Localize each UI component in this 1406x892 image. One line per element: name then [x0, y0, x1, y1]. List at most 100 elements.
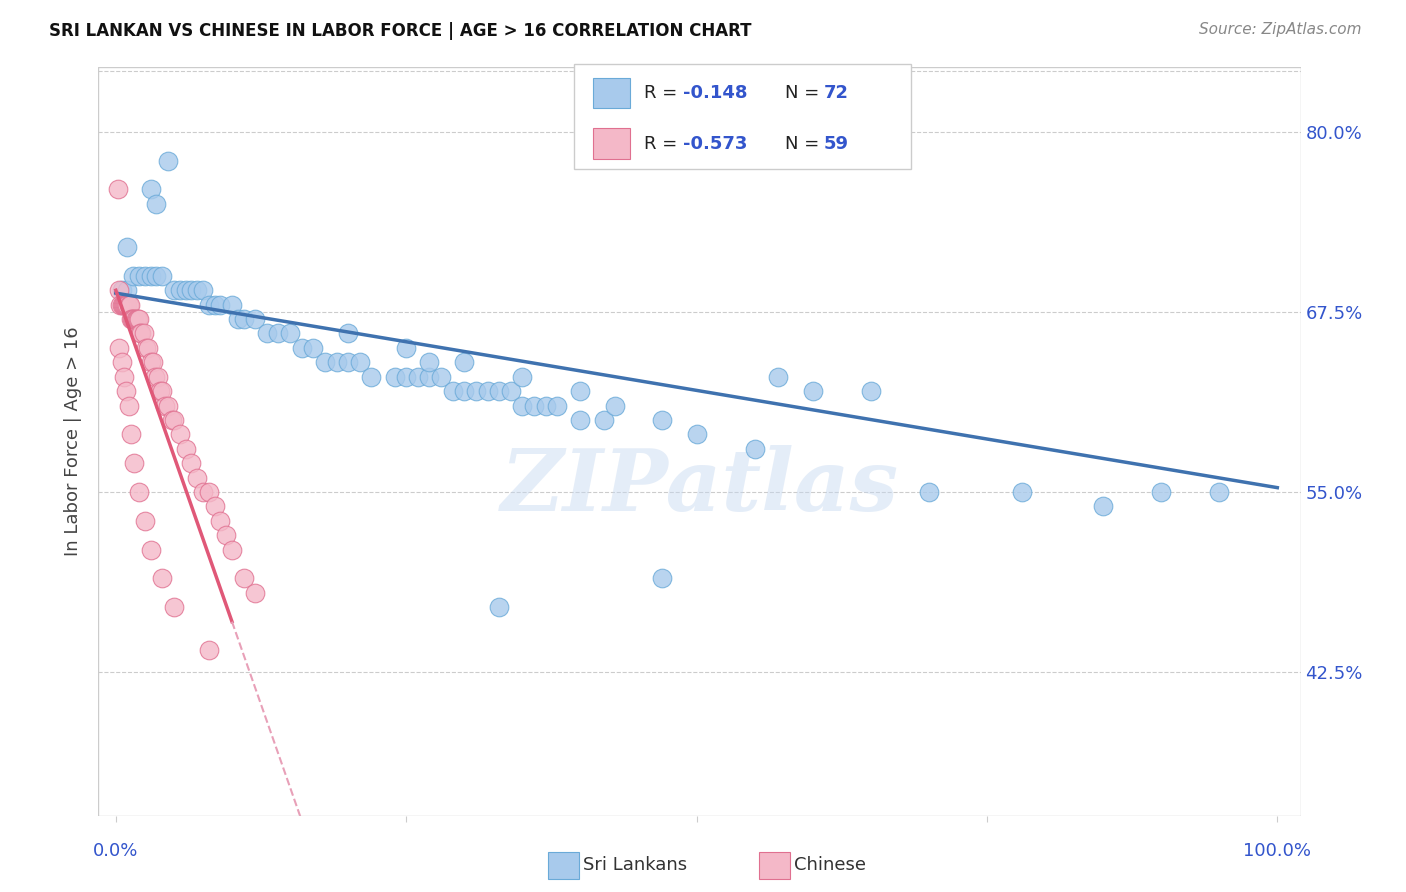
Point	[406, 369, 429, 384]
Point	[115, 384, 138, 398]
Point	[499, 384, 522, 398]
Point	[108, 341, 131, 355]
Point	[180, 456, 202, 470]
Point	[226, 312, 249, 326]
Point	[139, 355, 162, 369]
Point	[314, 355, 336, 369]
Text: N =: N =	[785, 84, 824, 102]
Point	[1092, 500, 1115, 514]
Point	[302, 341, 325, 355]
Text: ZIPatlas: ZIPatlas	[501, 445, 898, 528]
Point	[766, 369, 789, 384]
Point	[107, 182, 129, 196]
Point	[117, 240, 139, 254]
Point	[197, 485, 219, 500]
Point	[160, 413, 183, 427]
Point	[464, 384, 486, 398]
Text: Chinese: Chinese	[794, 856, 866, 874]
Point	[453, 355, 475, 369]
Point	[546, 399, 568, 413]
Point	[221, 542, 243, 557]
Text: 100.0%: 100.0%	[1243, 842, 1312, 860]
Point	[134, 268, 156, 283]
Point	[197, 643, 219, 657]
Point	[117, 298, 139, 312]
Bar	[98, 67, 1301, 816]
Point	[1150, 485, 1173, 500]
Point	[1011, 485, 1033, 500]
Point	[150, 571, 173, 585]
Point	[163, 283, 186, 297]
Text: -0.148: -0.148	[683, 84, 748, 102]
Point	[197, 298, 219, 312]
Point	[149, 384, 172, 398]
Point	[1208, 485, 1230, 500]
Point	[186, 283, 208, 297]
Point	[163, 413, 186, 427]
Point	[395, 369, 418, 384]
Point	[418, 355, 440, 369]
Point	[108, 283, 131, 297]
Point	[232, 571, 254, 585]
Text: R =: R =	[644, 135, 683, 153]
Text: Source: ZipAtlas.com: Source: ZipAtlas.com	[1198, 22, 1361, 37]
Point	[592, 413, 614, 427]
Point	[245, 586, 267, 600]
Point	[150, 268, 173, 283]
Point	[112, 369, 135, 384]
Point	[291, 341, 314, 355]
Point	[174, 442, 197, 456]
Point	[395, 341, 418, 355]
Point	[122, 312, 145, 326]
Point	[127, 312, 149, 326]
Point	[337, 326, 360, 341]
Point	[145, 268, 167, 283]
Point	[128, 485, 150, 500]
Y-axis label: In Labor Force | Age > 16: In Labor Force | Age > 16	[65, 326, 83, 557]
Point	[523, 399, 546, 413]
Point	[685, 427, 707, 442]
Point	[384, 369, 406, 384]
Point	[605, 399, 627, 413]
Point	[138, 341, 160, 355]
Point	[186, 470, 208, 484]
Point	[180, 283, 202, 297]
Point	[512, 399, 534, 413]
Point	[163, 600, 186, 615]
Point	[169, 283, 191, 297]
Point	[146, 369, 169, 384]
Point	[534, 399, 557, 413]
Text: 59: 59	[824, 135, 849, 153]
Point	[256, 326, 278, 341]
Point	[139, 268, 162, 283]
Point	[232, 312, 254, 326]
Point	[128, 312, 150, 326]
Point	[209, 298, 232, 312]
Point	[110, 298, 132, 312]
Point	[111, 298, 134, 312]
Point	[120, 427, 142, 442]
Point	[651, 413, 673, 427]
Point	[918, 485, 941, 500]
Text: 72: 72	[824, 84, 849, 102]
Point	[117, 399, 139, 413]
Point	[488, 600, 510, 615]
Point	[569, 413, 592, 427]
Point	[204, 500, 226, 514]
Point	[129, 326, 152, 341]
Point	[859, 384, 882, 398]
Point	[430, 369, 453, 384]
Point	[117, 298, 139, 312]
Point	[111, 283, 134, 297]
Point	[118, 298, 141, 312]
Point	[153, 399, 176, 413]
Point	[134, 514, 156, 528]
Text: Sri Lankans: Sri Lankans	[583, 856, 688, 874]
Point	[651, 571, 673, 585]
Point	[801, 384, 824, 398]
Point	[453, 384, 475, 398]
Point	[325, 355, 347, 369]
Point	[135, 341, 157, 355]
Point	[267, 326, 290, 341]
Point	[122, 268, 145, 283]
